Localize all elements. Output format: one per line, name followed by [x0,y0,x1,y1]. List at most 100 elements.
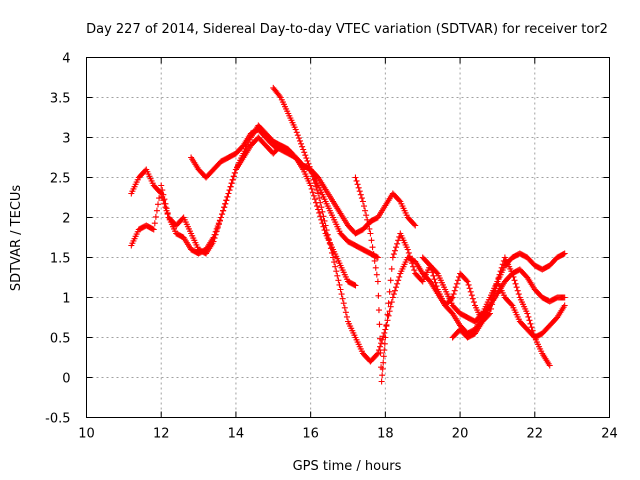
data-point [526,317,533,324]
data-point [309,173,316,180]
data-point [359,198,366,205]
data-point [511,277,518,284]
data-point [226,187,233,194]
data-point [366,225,373,232]
data-point [324,231,331,238]
data-point [305,160,312,167]
data-point [215,220,222,227]
data-point [391,287,398,294]
data-point [162,200,169,207]
data-point [299,143,306,150]
data-point [371,257,378,264]
data-point [404,246,411,253]
data-point [389,254,396,261]
chart-title: Day 227 of 2014, Sidereal Day-to-day VTE… [86,22,608,37]
data-point [394,240,401,247]
data-point [393,244,400,251]
data-point [508,301,515,308]
x-tick-label: 12 [153,427,170,442]
data-point [302,152,309,159]
data-point [294,132,301,139]
data-point [372,264,379,271]
data-point [391,247,398,254]
data-point [355,184,362,191]
data-point [342,309,349,316]
data-point [407,256,414,263]
data-point [334,272,341,279]
data-point [393,284,400,291]
data-point [514,287,521,294]
data-point [306,163,313,170]
data-point [222,200,229,207]
data-point [386,288,393,295]
data-point [149,225,156,232]
data-point [227,183,234,190]
data-point [389,294,396,301]
data-point [320,213,327,220]
data-point [300,146,307,153]
data-point [315,190,322,197]
data-point [164,209,171,216]
data-point [303,155,310,162]
data-point [394,280,401,287]
data-point [230,173,237,180]
series-satellite-f [419,250,568,325]
data-point [379,365,386,372]
data-point [527,320,534,327]
data-point [211,231,218,238]
y-tick-label: 2 [62,212,70,227]
data-point [385,300,392,307]
data-point [337,286,344,293]
data-point [388,265,395,272]
data-point [163,205,170,212]
series-satellite-c [188,126,419,237]
data-point [409,260,416,267]
data-point [451,287,458,294]
data-point [386,308,393,315]
data-point [354,181,361,188]
data-point [219,211,226,218]
data-point [223,197,230,204]
x-tick-label: 18 [377,427,394,442]
data-point [380,353,387,360]
data-point [412,222,419,229]
data-point [454,277,461,284]
x-tick-label: 22 [527,427,544,442]
data-point [376,321,383,328]
data-point [488,299,495,306]
data-point [373,271,380,278]
data-point [561,302,568,309]
x-axis-title: GPS time / hours [293,459,402,474]
data-point [490,292,497,299]
data-point [298,140,305,147]
x-tick-label: 14 [228,427,245,442]
data-point [325,236,332,243]
data-point [224,193,231,200]
data-point [309,189,316,196]
data-point [333,268,340,275]
data-point [367,230,374,237]
data-point [385,312,392,319]
data-point [509,270,516,277]
data-point [406,253,413,260]
data-point [326,240,333,247]
data-point [155,201,162,208]
data-point [450,291,457,298]
data-point [364,216,371,223]
data-point [331,259,338,266]
data-point [384,317,391,324]
data-point [150,226,157,233]
x-tick-label: 10 [78,427,95,442]
data-point [375,307,382,314]
axis-ticks [86,57,610,418]
data-point [464,278,471,285]
data-point [491,288,498,295]
data-point [382,334,389,341]
data-point [383,323,390,330]
data-point [430,272,437,279]
data-point [396,273,403,280]
data-point [382,326,389,333]
y-tick-label: 1 [62,292,70,307]
series-satellite-g [449,278,568,341]
data-point [560,251,567,258]
